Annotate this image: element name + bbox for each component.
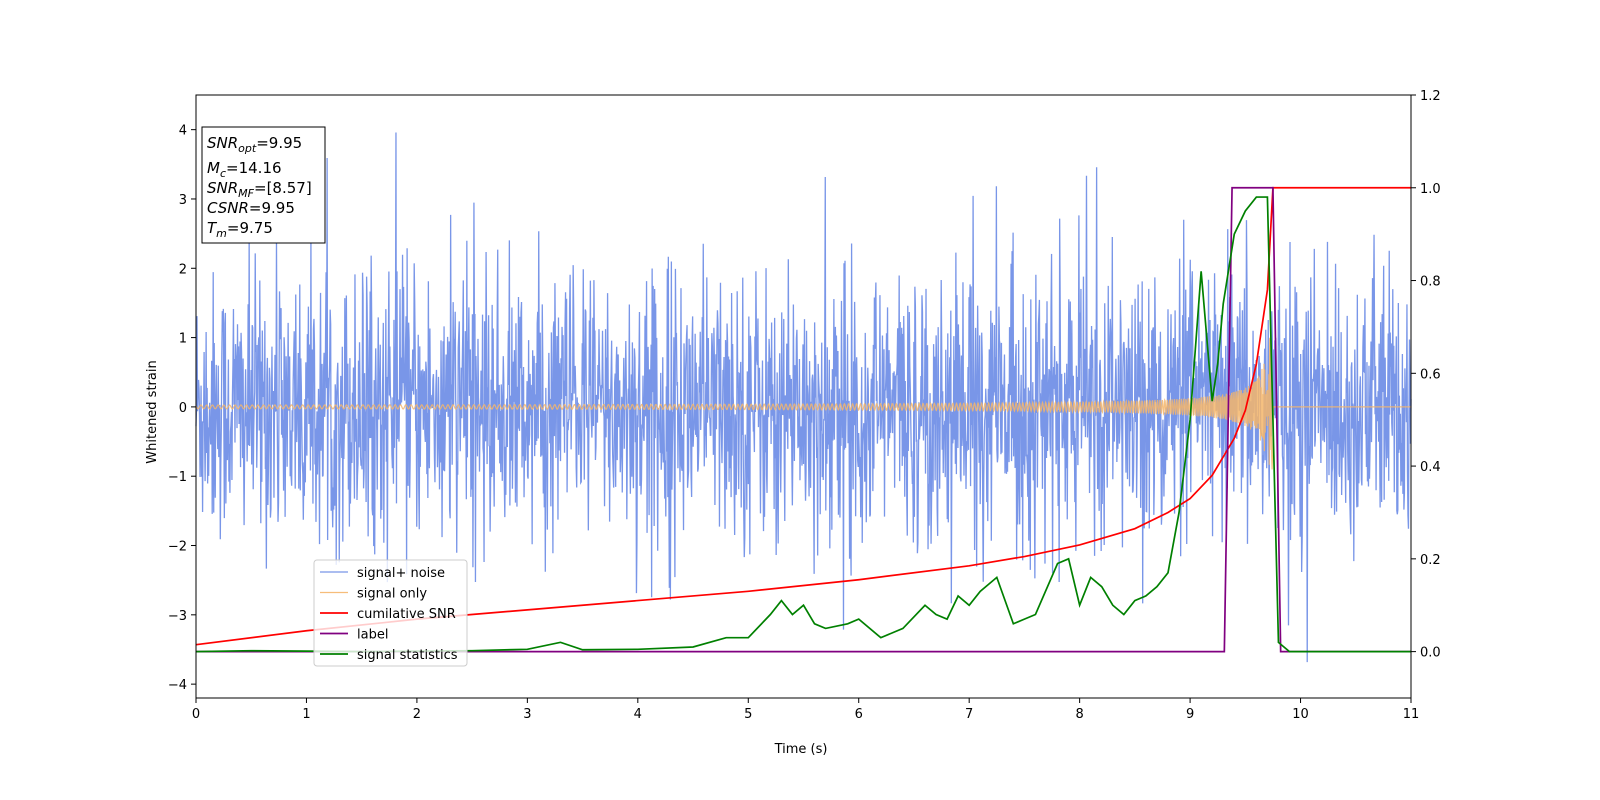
x-tick-label: 2 <box>413 707 421 722</box>
info-box: SNRopt=9.95 Mc=14.16SNRMF=[8.57]CSNR=9.95… <box>201 126 326 244</box>
y-right-tick-label: 0.0 <box>1420 646 1441 661</box>
y-right-tick-label: 1.2 <box>1420 89 1441 104</box>
y-left-tick-label: 1 <box>179 332 187 347</box>
legend-label: signal+ noise <box>357 566 445 581</box>
legend-label: cumilative SNR <box>357 607 456 622</box>
series-signal-statistics-line <box>195 196 1411 653</box>
x-tick-label: 6 <box>855 707 863 722</box>
x-tick-label: 4 <box>634 707 642 722</box>
legend: signal+ noise signal only cumilative SNR la… <box>313 559 468 667</box>
legend-item-signal-noise: signal+ noise <box>320 566 445 581</box>
legend-frame <box>313 559 468 667</box>
info-box-line: SNRopt=9.95 <box>207 134 302 155</box>
y-left-tick-label: −3 <box>168 609 187 624</box>
x-tick-label: 10 <box>1292 707 1309 722</box>
y-right-tick-label: 1.0 <box>1420 182 1441 197</box>
y-left-tick-label: 2 <box>179 262 187 277</box>
x-axis-label: Time (s) <box>774 742 828 757</box>
series-signal-only-line <box>195 337 1411 470</box>
y-left-tick-label: −4 <box>168 678 187 693</box>
info-box-line: CSNR=9.95 <box>207 199 295 217</box>
info-box-line: Mc=14.16 <box>207 159 282 180</box>
legend-label: signal statistics <box>357 648 458 663</box>
x-tick-label: 9 <box>1186 707 1194 722</box>
y-left-tick-label: 3 <box>179 193 187 208</box>
legend-item-label: label <box>320 628 388 643</box>
series-signal-noise-line <box>195 132 1412 663</box>
x-tick-label: 3 <box>523 707 531 722</box>
y-left-tick-label: −1 <box>168 470 187 485</box>
x-tick-label: 1 <box>302 707 310 722</box>
x-tick-label: 8 <box>1075 707 1083 722</box>
y-left-tick-label: 4 <box>179 124 187 139</box>
x-tick-label: 0 <box>192 707 200 722</box>
x-tick-label: 5 <box>744 707 752 722</box>
y-left-tick-label: 0 <box>179 401 187 416</box>
y-right-tick-label: 0.6 <box>1420 367 1441 382</box>
y-axis-label: Whitened strain <box>145 360 160 463</box>
x-tick-label: 11 <box>1403 707 1420 722</box>
legend-label: label <box>357 628 388 643</box>
axes: 0 1 2 3 4 5 6 7 8 9 10 11 −4 −3 −2 −1 0 1 2 3 4 0.0 0.2 0.4 0.6 0… <box>168 89 1441 722</box>
y-right-tick-label: 0.8 <box>1420 275 1441 290</box>
axes-frame <box>195 94 1412 699</box>
info-box-line: Tm=9.75 <box>207 219 273 240</box>
y-left-tick-label: −2 <box>168 540 187 555</box>
y-right-tick-label: 0.4 <box>1420 460 1441 475</box>
legend-item-signal-only: signal only <box>320 587 427 602</box>
info-box-frame <box>201 126 326 244</box>
x-tick-label: 7 <box>965 707 973 722</box>
legend-item-cumulative-snr: cumilative SNR <box>320 607 456 622</box>
plot-area <box>195 132 1412 663</box>
legend-label: signal only <box>357 587 427 602</box>
info-box-line: SNRMF=[8.57] <box>207 179 312 200</box>
legend-item-signal-statistics: signal statistics <box>320 648 458 663</box>
y-right-tick-label: 0.2 <box>1420 553 1441 568</box>
series-cumulative-snr-line <box>195 186 1411 646</box>
